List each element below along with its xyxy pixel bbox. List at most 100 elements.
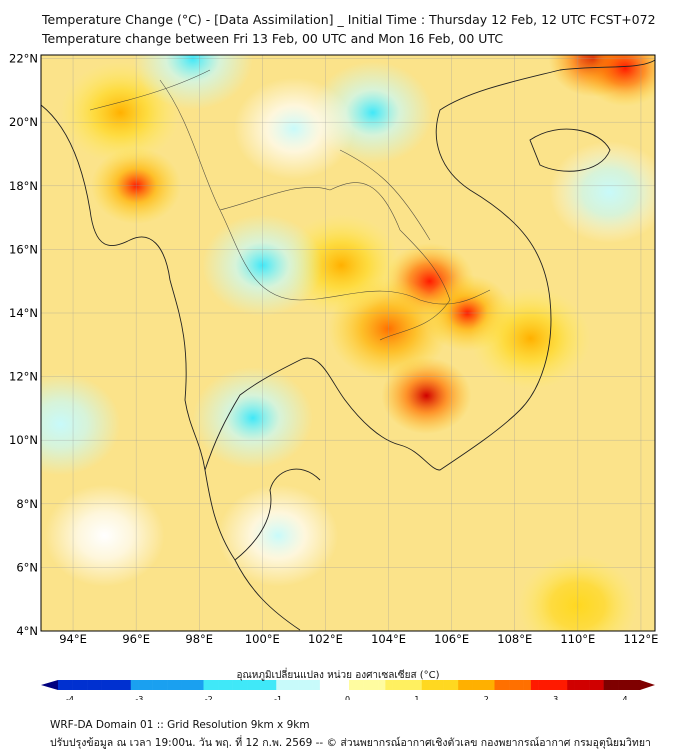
- colorbar-tick-label: -2: [205, 695, 213, 700]
- anomaly-patch: [44, 484, 165, 587]
- anomaly-patch: [132, 55, 253, 110]
- lat-label: 22°N: [9, 52, 38, 66]
- lon-label: 106°E: [434, 632, 469, 646]
- colorbar-segment: [632, 680, 641, 690]
- colorbar-segment: [167, 680, 175, 690]
- lon-label: 102°E: [308, 632, 343, 646]
- lon-label: 98°E: [185, 632, 213, 646]
- colorbar-segment: [530, 680, 539, 690]
- lat-label: 8°N: [16, 497, 38, 511]
- colorbar-segment: [94, 680, 102, 690]
- colorbar-segment: [239, 680, 248, 690]
- colorbar-segment: [450, 680, 459, 690]
- lon-label: 108°E: [497, 632, 532, 646]
- colorbar-segment: [501, 680, 510, 690]
- colorbar-segment: [152, 680, 161, 690]
- colorbar-segment: [188, 680, 197, 690]
- colorbar-segment: [363, 680, 372, 690]
- colorbar-segment: [174, 680, 182, 690]
- lon-label: 96°E: [122, 632, 150, 646]
- lon-label: 94°E: [59, 632, 87, 646]
- colorbar-segment: [494, 680, 503, 690]
- colorbar-segment: [509, 680, 517, 690]
- colorbar-segment: [290, 680, 299, 690]
- lon-label: 112°E: [623, 632, 658, 646]
- colorbar-segment: [218, 680, 226, 690]
- colorbar-segment: [101, 680, 110, 690]
- lat-label: 6°N: [16, 560, 38, 574]
- map-frame: [40, 54, 656, 632]
- lat-label: 16°N: [9, 242, 38, 256]
- lon-label: 110°E: [560, 632, 595, 646]
- colorbar-segment: [145, 680, 153, 690]
- colorbar-segment: [247, 680, 255, 690]
- chart-subtitle: Temperature change between Fri 13 Feb, 0…: [42, 31, 504, 46]
- colorbar-segment: [618, 680, 626, 690]
- lat-label: 20°N: [9, 115, 38, 129]
- anomaly-patch: [233, 77, 354, 180]
- colorbar-segment: [465, 680, 473, 690]
- colorbar-tick-label: 3: [553, 695, 558, 700]
- colorbar-segment: [298, 680, 306, 690]
- temperature-change-map: 94°E 96°E 98°E 100°E 102°E 104°E 106°E 108°E 110…: [9, 52, 658, 700]
- colorbar-segment: [370, 680, 379, 690]
- colorbar-tick-label: 2: [484, 695, 489, 700]
- colorbar-segment: [487, 680, 495, 690]
- colorbar-segment: [87, 680, 95, 690]
- borders: [89, 69, 491, 341]
- colorbar-segment: [116, 680, 124, 690]
- colorbar-segment: [72, 680, 81, 690]
- colorbar-segment: [538, 680, 546, 690]
- colorbar-segment: [407, 680, 415, 690]
- lat-label: 14°N: [9, 306, 38, 320]
- colorbar-segment: [305, 680, 313, 690]
- colorbar-segment: [232, 680, 241, 690]
- colorbar-segment: [58, 680, 66, 690]
- colorbar-tick-label: 0: [345, 695, 350, 700]
- anomaly-patch: [192, 366, 313, 469]
- colorbar-segment: [79, 680, 88, 690]
- colorbar-segment: [327, 680, 335, 690]
- lon-label: 100°E: [245, 632, 280, 646]
- colorbar-min-extend: [41, 680, 58, 690]
- colorbar-segment: [356, 680, 364, 690]
- lat-label: 12°N: [9, 370, 38, 384]
- colorbar-segment: [123, 680, 132, 690]
- colorbar-segment: [421, 680, 430, 690]
- colorbar-segment: [65, 680, 73, 690]
- footer-model-info: WRF-DA Domain 01 :: Grid Resolution 9km …: [50, 719, 310, 731]
- colorbar-segment: [319, 680, 328, 690]
- colorbar: -4 -3 -2 -1 0 1 2 3 4: [41, 680, 655, 700]
- colorbar-segment: [516, 680, 524, 690]
- colorbar-segment: [414, 680, 423, 690]
- anomaly-patch: [580, 55, 655, 107]
- colorbar-segment: [574, 680, 583, 690]
- colorbar-segment: [429, 680, 437, 690]
- colorbar-tick-label: 1: [414, 695, 419, 700]
- colorbar-segment: [581, 680, 590, 690]
- colorbar-segment: [479, 680, 488, 690]
- colorbar-segment: [181, 680, 190, 690]
- colorbar-segment: [261, 680, 270, 690]
- colorbar-segment: [392, 680, 401, 690]
- colorbar-segment: [625, 680, 634, 690]
- colorbar-segment: [349, 680, 357, 690]
- colorbar-segment: [596, 680, 604, 690]
- colorbar-segment: [603, 680, 612, 690]
- colorbar-segment: [334, 680, 343, 690]
- colorbar-segment: [436, 680, 444, 690]
- anomaly-patch: [41, 373, 121, 476]
- colorbar-segment: [210, 680, 219, 690]
- colorbar-label: อุณหภูมิเปลี่ยนแปลง หน่วย องศาเซลเซียส (…: [236, 670, 440, 681]
- chart-title: Temperature Change (°C) - [Data Assimila…: [42, 12, 656, 27]
- lat-label: 18°N: [9, 179, 38, 193]
- footer-credit: ปรับปรุงข้อมูล ณ เวลา 19:00น. วัน พฤ. ที…: [50, 737, 651, 749]
- colorbar-segment: [523, 680, 532, 690]
- lat-label: 4°N: [16, 624, 38, 638]
- colorbar-segment: [254, 680, 262, 690]
- colorbar-segment: [130, 680, 139, 690]
- colorbar-segment: [196, 680, 204, 690]
- colorbar-tick-label: -1: [274, 695, 282, 700]
- colorbar-segment: [443, 680, 452, 690]
- coastlines: [41, 59, 655, 631]
